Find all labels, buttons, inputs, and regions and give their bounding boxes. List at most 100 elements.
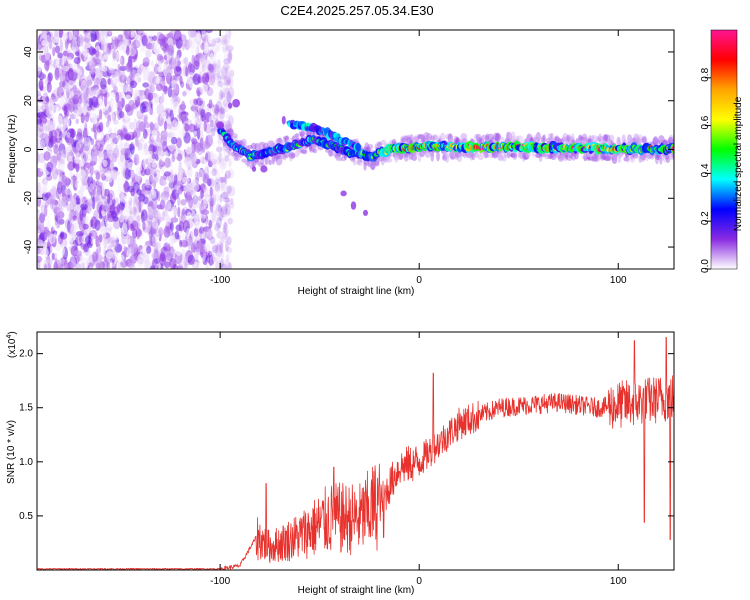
spectrogram-blob [260,165,268,173]
spectrogram-halo-cell [608,134,615,142]
spectrogram-halo-cell [521,153,526,162]
spectrogram-noise-cell [212,187,220,198]
spectrogram-noise-cell [223,147,228,153]
spectrogram-noise-cell [83,137,91,146]
spectrogram-noise-cell [214,195,221,201]
spectrogram-halo-cell [277,137,283,144]
spectrogram-noise-cell [200,95,206,102]
spectrogram-noise-cell [73,146,79,154]
spectrogram-noise-cell [107,244,113,252]
spectrogram-noise-cell [215,211,220,218]
spectrogram-noise-cell [202,173,210,184]
spectrogram-noise-cell [156,53,163,62]
spectrogram-noise-cell [220,92,226,99]
spectrogram-noise-cell [216,197,220,204]
spectrogram-noise-cell [43,151,51,161]
spectrogram-noise-cell [221,100,228,106]
spectrogram-noise-cell [223,81,228,92]
spectrogram-halo-cell [617,155,621,164]
spectrogram-noise-cell [164,97,169,110]
spectrogram-noise-cell [224,34,228,46]
spectrogram-noise-cell [164,261,171,269]
spectrogram-noise-cell [215,178,219,185]
spectrogram-noise-cell [124,159,129,169]
spectrogram-halo-cell [561,136,567,142]
spectrogram-noise-cell [194,212,202,221]
spectrogram-halo-cell [444,151,450,159]
spectrogram-noise-cell [75,51,80,57]
spectrogram-noise-cell [147,150,154,163]
spectrogram-noise-cell [47,73,52,85]
spectrogram-noise-cell [218,213,224,221]
spectrogram-halo-cell [669,154,674,160]
spectrogram-noise-cell [173,150,179,158]
spectrogram-blob [363,209,368,216]
spectrogram-noise-cell [70,245,79,257]
spectrogram-halo-cell [333,152,340,158]
spectrogram-noise-cell [136,138,140,148]
spectrogram-halo-cell [606,154,612,162]
spectrogram-halo-cell [300,132,305,138]
spectrogram-halo-cell [231,151,235,157]
spectrogram-noise-cell [217,34,225,46]
spectrogram-halo-cell [581,155,589,160]
spectrogram-noise-cell [229,30,234,41]
spectrogram-noise-cell [180,229,185,240]
spectrogram-noise-cell [228,30,232,39]
spectrogram-noise-cell [207,228,213,242]
spectrogram-halo-cell [288,152,296,159]
spectrogram-noise-cell [213,221,220,231]
spectrogram-noise-cell [163,186,170,195]
spectrogram-noise-cell [177,206,181,218]
spectrogram-noise-cell [186,227,190,240]
spectrogram-noise-cell [49,135,54,147]
spectrogram-halo-cell [600,154,606,161]
spectrogram-halo-cell [578,135,583,140]
spectrogram-noise-cell [224,40,231,51]
spectrogram-noise-cell [151,162,157,168]
spectrogram-noise-cell [222,197,231,203]
spectrogram-noise-cell [53,144,59,155]
spectrogram-noise-cell [62,50,68,57]
spectrogram-noise-cell [228,158,232,168]
spectrogram-halo-cell [283,153,287,161]
spectrogram-noise-cell [211,69,217,78]
spectrogram-noise-cell [216,217,222,229]
spectrogram-noise-cell [42,226,46,233]
spectrogram-noise-cell [220,208,224,218]
spectrogram-noise-cell [107,78,111,85]
spectrogram-y-tick-label: -20 [23,191,34,206]
spectrogram-noise-cell [225,233,229,241]
spectrogram-noise-cell [62,32,68,41]
spectrogram-halo-cell [469,152,474,161]
spectrogram-noise-cell [219,176,226,183]
spectrogram-noise-cell [218,176,224,184]
spectrogram-noise-cell [170,206,177,217]
spectrogram-noise-cell [98,261,106,269]
spectrogram-halo-cell [420,135,427,145]
spectrogram-noise-cell [216,61,222,74]
spectrogram-halo-cell [668,136,673,144]
spectrogram-noise-cell [93,87,101,96]
spectrogram-noise-cell [151,252,159,260]
spectrogram-noise-cell [128,143,135,151]
spectrogram-y-tick-label: 0 [23,146,34,152]
spectrogram-noise-cell [146,245,152,254]
spectrogram-noise-cell [211,92,216,102]
spectrogram-halo-cell [432,135,436,142]
spectrogram-noise-cell [213,244,222,257]
spectrogram-halo-cell [255,160,262,165]
spectrogram-halo-cell [430,151,435,162]
spectrogram-noise-cell [149,31,155,38]
spectrogram-noise-cell [211,168,216,174]
spectrogram-halo-cell [453,135,458,145]
spectrogram-noise-cell [186,195,192,201]
spectrogram-blob [232,98,241,108]
spectrogram-noise-cell [228,115,234,127]
spectrogram-noise-cell [166,123,172,130]
spectrogram-noise-cell [116,176,122,187]
spectrogram-noise-cell [146,103,152,113]
spectrogram-halo-cell [440,132,446,142]
spectrogram-blob [281,115,286,125]
spectrogram-noise-cell [151,98,155,105]
